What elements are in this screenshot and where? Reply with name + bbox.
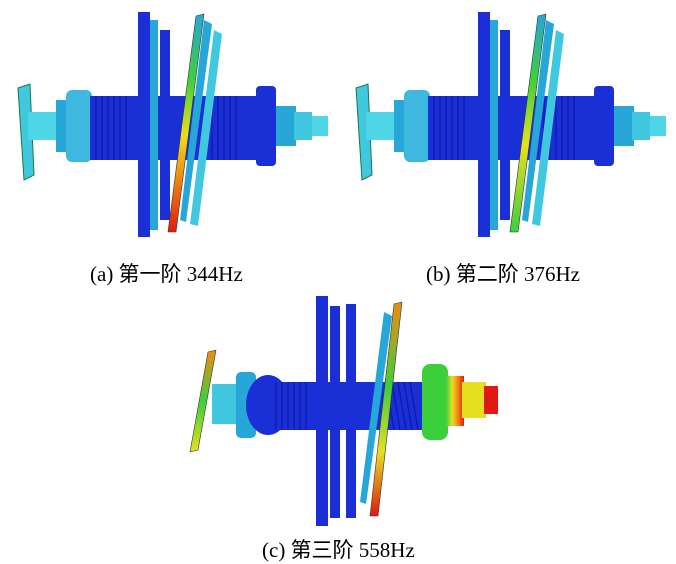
caption-a: (a) 第一阶 344Hz — [90, 262, 243, 286]
mode-shape-image-b — [355, 12, 666, 237]
mode-shape-image-c — [189, 296, 498, 526]
mode-shape-panel-a: (a) 第一阶 344Hz — [0, 0, 338, 286]
mode-shape-image-a — [17, 12, 328, 237]
mode-shape-panel-b: (b) 第二阶 376Hz — [338, 0, 676, 286]
caption-c: (c) 第三阶 558Hz — [262, 538, 415, 562]
mode-shape-panel-c: (c) 第三阶 558Hz — [150, 290, 530, 562]
caption-b: (b) 第二阶 376Hz — [426, 262, 580, 286]
